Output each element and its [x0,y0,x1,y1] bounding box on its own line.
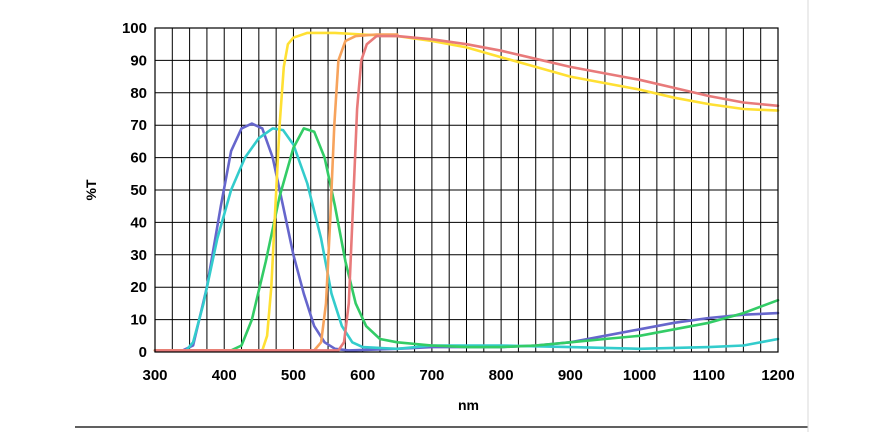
x-tick-label: 500 [281,367,306,384]
x-tick-label: 1200 [761,367,794,384]
y-tick-label: 60 [130,150,147,167]
x-tick-labels: 300 400 500 600 700 800 900 1000 1100 1200 [142,367,794,384]
y-tick-label: 100 [122,20,147,37]
x-tick-label: 600 [350,367,375,384]
y-tick-label: 30 [130,247,147,264]
series-line-1 [153,122,780,352]
y-tick-label: 40 [130,214,147,231]
y-tick-label: 70 [130,117,147,134]
x-tick-label: 700 [419,367,444,384]
x-tick-label: 1000 [623,367,656,384]
series-line-6 [153,34,780,352]
x-tick-label: 1100 [693,367,726,384]
series-line-5 [153,33,399,352]
x-tick-label: 300 [142,367,167,384]
x-axis-label: nm [458,397,479,413]
y-axis-label: %T [83,179,99,200]
series-line-2 [153,127,780,352]
x-tick-label: 900 [558,367,583,384]
y-tick-label: 90 [130,52,147,69]
y-tick-label: 80 [130,85,147,102]
x-tick-label: 800 [489,367,514,384]
series-line-3 [153,127,780,352]
y-tick-label: 0 [139,344,147,361]
x-tick-label: 400 [212,367,237,384]
y-tick-label: 50 [130,182,147,199]
y-tick-label: 10 [130,312,147,329]
chart-series-group [153,31,780,352]
y-tick-label: 20 [130,279,147,296]
plot-frame [154,27,779,353]
y-tick-labels: 0 10 20 30 40 50 60 70 80 90 100 [122,20,147,361]
chart-grid [155,28,778,352]
